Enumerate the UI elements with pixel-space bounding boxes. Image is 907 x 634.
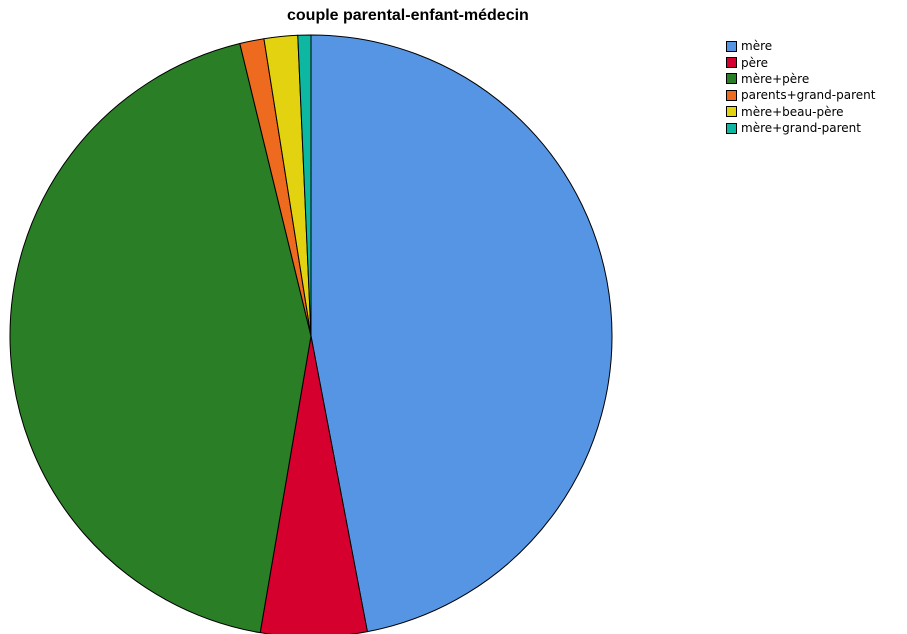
legend-label: mère+beau-père xyxy=(741,104,844,119)
legend-swatch xyxy=(726,89,737,101)
legend-item: parents+grand-parent xyxy=(726,87,875,103)
legend-label: père xyxy=(741,55,769,70)
pie-slice-mère-père xyxy=(9,43,312,634)
legend-label: mère+père xyxy=(741,71,810,86)
legend-swatch xyxy=(726,57,737,69)
legend-label: mère+grand-parent xyxy=(741,121,861,136)
legend-item: père xyxy=(726,54,875,70)
legend-swatch xyxy=(726,40,737,52)
chart-title: couple parental-enfant-médecin xyxy=(287,7,529,24)
legend-item: mère+grand-parent xyxy=(726,120,875,136)
legend-swatch xyxy=(726,106,737,118)
legend-swatch xyxy=(726,73,737,85)
legend-item: mère+beau-père xyxy=(726,104,875,120)
legend-item: mère+père xyxy=(726,71,875,87)
legend-swatch xyxy=(726,122,737,134)
legend: mère père mère+père parents+grand-parent mèr… xyxy=(726,38,875,136)
legend-label: parents+grand-parent xyxy=(741,88,876,103)
pie-slice-mère xyxy=(310,34,613,633)
legend-label: mère xyxy=(741,39,773,54)
pie-slice-mère-grand-parent xyxy=(297,34,312,337)
legend-item: mère xyxy=(726,38,875,54)
